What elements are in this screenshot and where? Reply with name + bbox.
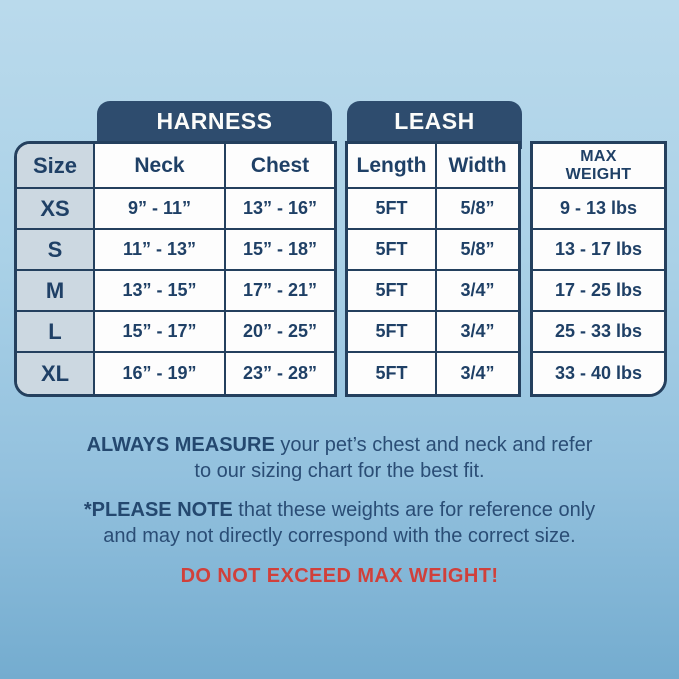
length-value-xs: 5FT <box>348 189 437 230</box>
neck-value-xl: 16” - 19” <box>95 353 226 394</box>
max-weight-header-line1: MAX <box>580 147 617 165</box>
harness-size-table: Size Neck Chest XS 9” - 11” 13” - 16” S … <box>14 141 337 397</box>
neck-value-xs: 9” - 11” <box>95 189 226 230</box>
measure-note-lead: ALWAYS MEASURE <box>86 434 275 456</box>
chest-value-s: 15” - 18” <box>226 230 334 271</box>
please-note: *PLEASE NOTE that these weights are for … <box>0 497 679 549</box>
max-weight-table: MAX WEIGHT 9 - 13 lbs 13 - 17 lbs 17 - 2… <box>530 141 667 397</box>
column-header-size: Size <box>17 144 95 189</box>
size-label-s: S <box>17 230 95 271</box>
please-note-lead: *PLEASE NOTE <box>83 499 233 521</box>
width-value-xl: 3/4” <box>437 353 518 394</box>
measure-note-line2: to our sizing chart for the best fit. <box>194 460 485 482</box>
max-weight-value-xl: 33 - 40 lbs <box>533 353 664 394</box>
length-value-l: 5FT <box>348 312 437 353</box>
please-note-line2: and may not directly correspond with the… <box>103 525 576 547</box>
max-weight-value-l: 25 - 33 lbs <box>533 312 664 353</box>
column-header-chest: Chest <box>226 144 334 189</box>
column-header-width: Width <box>437 144 518 189</box>
please-note-line1: *PLEASE NOTE that these weights are for … <box>0 497 679 523</box>
chest-value-m: 17” - 21” <box>226 271 334 312</box>
width-value-xs: 5/8” <box>437 189 518 230</box>
leash-size-table: Length Width 5FT 5/8” 5FT 5/8” 5FT 3/4” … <box>345 141 521 397</box>
neck-value-m: 13” - 15” <box>95 271 226 312</box>
length-value-s: 5FT <box>348 230 437 271</box>
column-header-length: Length <box>348 144 437 189</box>
chest-value-l: 20” - 25” <box>226 312 334 353</box>
size-label-xl: XL <box>17 353 95 394</box>
leash-group-label: LEASH <box>394 108 475 134</box>
max-weight-warning: DO NOT EXCEED MAX WEIGHT! <box>180 565 499 587</box>
width-value-l: 3/4” <box>437 312 518 353</box>
neck-value-s: 11” - 13” <box>95 230 226 271</box>
chest-value-xl: 23” - 28” <box>226 353 334 394</box>
measure-note-line1: ALWAYS MEASURE your pet’s chest and neck… <box>0 432 679 458</box>
size-label-l: L <box>17 312 95 353</box>
please-note-rest: that these weights are for reference onl… <box>232 499 596 521</box>
width-value-s: 5/8” <box>437 230 518 271</box>
max-weight-value-s: 13 - 17 lbs <box>533 230 664 271</box>
max-weight-header-line2: WEIGHT <box>565 165 632 183</box>
column-header-max-weight: MAX WEIGHT <box>533 144 664 189</box>
neck-value-l: 15” - 17” <box>95 312 226 353</box>
measure-note-rest: your pet’s chest and neck and refer <box>274 434 593 456</box>
width-value-m: 3/4” <box>437 271 518 312</box>
max-weight-value-xs: 9 - 13 lbs <box>533 189 664 230</box>
length-value-xl: 5FT <box>348 353 437 394</box>
size-label-xs: XS <box>17 189 95 230</box>
harness-group-label: HARNESS <box>156 108 273 134</box>
measure-note: ALWAYS MEASURE your pet’s chest and neck… <box>0 432 679 484</box>
column-header-neck: Neck <box>95 144 226 189</box>
length-value-m: 5FT <box>348 271 437 312</box>
size-label-m: M <box>17 271 95 312</box>
max-weight-value-m: 17 - 25 lbs <box>533 271 664 312</box>
chest-value-xs: 13” - 16” <box>226 189 334 230</box>
